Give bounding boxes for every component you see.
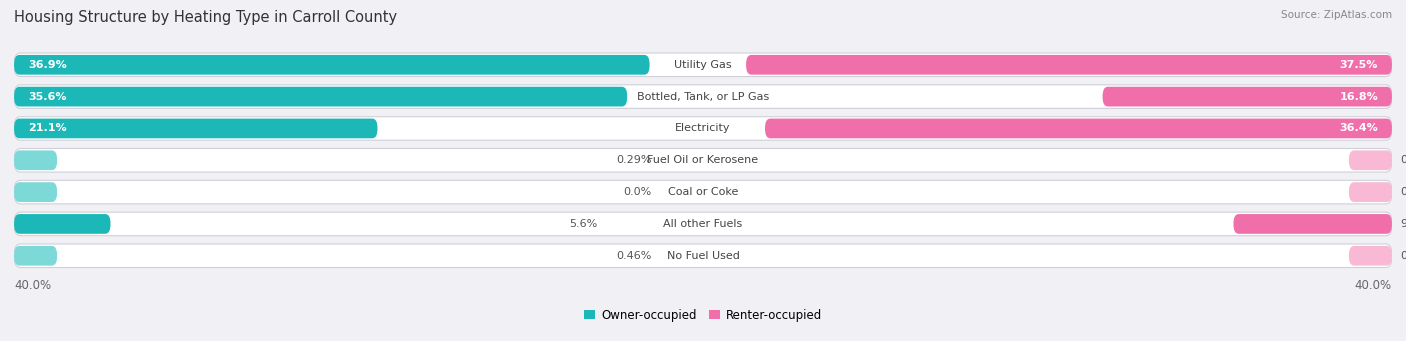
Text: Source: ZipAtlas.com: Source: ZipAtlas.com [1281, 10, 1392, 20]
FancyBboxPatch shape [14, 53, 1392, 77]
Text: 36.9%: 36.9% [28, 60, 66, 70]
FancyBboxPatch shape [14, 85, 1392, 108]
FancyBboxPatch shape [14, 148, 1392, 172]
Text: Electricity: Electricity [675, 123, 731, 133]
Text: Housing Structure by Heating Type in Carroll County: Housing Structure by Heating Type in Car… [14, 10, 396, 25]
Text: 16.8%: 16.8% [1340, 92, 1378, 102]
FancyBboxPatch shape [1102, 87, 1392, 106]
Text: Utility Gas: Utility Gas [675, 60, 731, 70]
FancyBboxPatch shape [14, 246, 58, 266]
Text: Bottled, Tank, or LP Gas: Bottled, Tank, or LP Gas [637, 92, 769, 102]
Text: 5.6%: 5.6% [569, 219, 598, 229]
FancyBboxPatch shape [14, 150, 58, 170]
Text: 40.0%: 40.0% [1355, 279, 1392, 292]
FancyBboxPatch shape [765, 119, 1392, 138]
FancyBboxPatch shape [14, 214, 111, 234]
FancyBboxPatch shape [14, 55, 650, 75]
FancyBboxPatch shape [14, 244, 1392, 268]
FancyBboxPatch shape [747, 55, 1392, 75]
Text: Fuel Oil or Kerosene: Fuel Oil or Kerosene [647, 155, 759, 165]
Text: 21.1%: 21.1% [28, 123, 66, 133]
FancyBboxPatch shape [1233, 214, 1392, 234]
FancyBboxPatch shape [1348, 150, 1392, 170]
FancyBboxPatch shape [1348, 246, 1392, 266]
FancyBboxPatch shape [14, 87, 627, 106]
Text: Coal or Coke: Coal or Coke [668, 187, 738, 197]
Text: 9.2%: 9.2% [1400, 219, 1406, 229]
FancyBboxPatch shape [1348, 182, 1392, 202]
Text: 0.0%: 0.0% [1400, 187, 1406, 197]
Text: 0.0%: 0.0% [1400, 155, 1406, 165]
FancyBboxPatch shape [14, 180, 1392, 204]
Text: 0.29%: 0.29% [616, 155, 651, 165]
FancyBboxPatch shape [14, 212, 1392, 236]
Text: No Fuel Used: No Fuel Used [666, 251, 740, 261]
Legend: Owner-occupied, Renter-occupied: Owner-occupied, Renter-occupied [579, 304, 827, 326]
Text: 40.0%: 40.0% [14, 279, 51, 292]
Text: 37.5%: 37.5% [1340, 60, 1378, 70]
FancyBboxPatch shape [14, 182, 58, 202]
Text: All other Fuels: All other Fuels [664, 219, 742, 229]
Text: 36.4%: 36.4% [1340, 123, 1378, 133]
Text: 0.21%: 0.21% [1400, 251, 1406, 261]
FancyBboxPatch shape [14, 117, 1392, 140]
Text: 0.0%: 0.0% [623, 187, 651, 197]
FancyBboxPatch shape [14, 119, 377, 138]
Text: 0.46%: 0.46% [616, 251, 651, 261]
Text: 35.6%: 35.6% [28, 92, 66, 102]
